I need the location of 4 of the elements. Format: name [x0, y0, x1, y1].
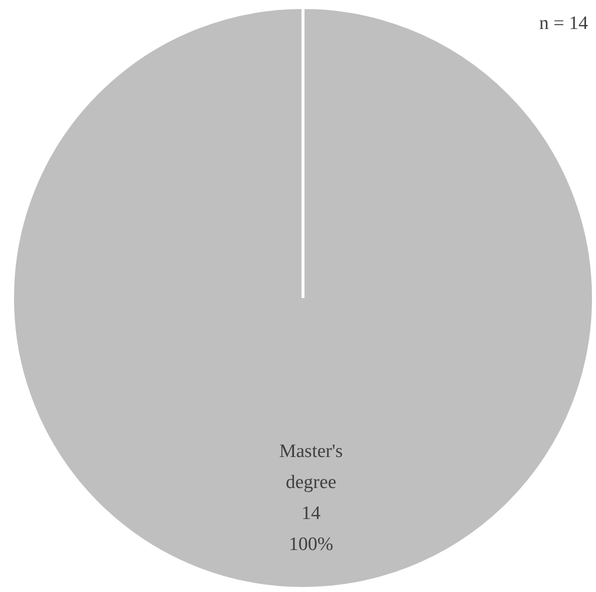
text: n = 14 — [539, 12, 588, 34]
text: 100% — [288, 534, 334, 555]
slice-label: Master's degree — [279, 440, 343, 493]
data-label: 14 — [302, 502, 321, 524]
